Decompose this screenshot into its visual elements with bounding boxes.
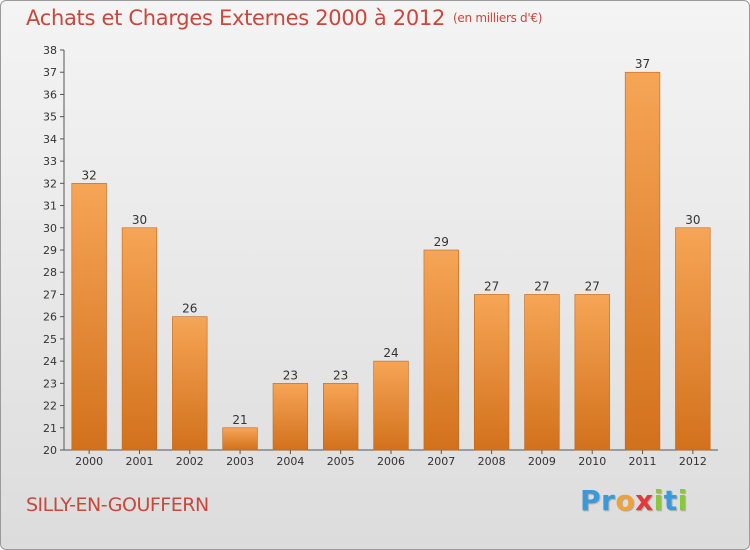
y-tick-label: 29 xyxy=(43,244,57,257)
x-tick-label: 2005 xyxy=(327,455,355,468)
x-tick-label: 2012 xyxy=(679,455,707,468)
data-label-2010: 27 xyxy=(585,279,600,293)
data-label-2004: 23 xyxy=(283,368,298,382)
data-label-2009: 27 xyxy=(534,279,549,293)
data-label-2001: 30 xyxy=(132,213,147,227)
y-tick-label: 37 xyxy=(43,66,57,79)
bar-2003 xyxy=(222,427,258,451)
logo-letter: i xyxy=(653,484,664,517)
bar-2005 xyxy=(323,383,359,451)
data-label-2000: 32 xyxy=(82,168,97,182)
y-tick-label: 28 xyxy=(43,266,57,279)
chart-data-labels: 32 30 26 21 23 23 24 29 27 27 27 37 30 xyxy=(82,57,701,427)
bar-2009 xyxy=(524,294,560,451)
chart-unit: (en milliers d'€) xyxy=(453,11,543,25)
data-label-2005: 23 xyxy=(333,368,348,382)
y-tick-label: 25 xyxy=(43,333,57,346)
logo-letter: t xyxy=(663,484,678,517)
y-tick-label: 30 xyxy=(43,222,57,235)
y-tick-label: 22 xyxy=(43,400,57,413)
chart-title: Achats et Charges Externes 2000 à 2012 (e… xyxy=(26,6,542,30)
logo-letter: P xyxy=(580,484,602,517)
bar-2000 xyxy=(71,183,107,451)
bar-2010 xyxy=(574,294,610,451)
data-label-2011: 37 xyxy=(635,57,650,71)
y-tick-label: 27 xyxy=(43,288,57,301)
logo-letter: o xyxy=(615,484,636,517)
y-tick-label: 38 xyxy=(43,44,57,57)
x-tick-label: 2004 xyxy=(276,455,304,468)
y-tick-label: 20 xyxy=(43,444,57,457)
x-tick-label: 2000 xyxy=(75,455,103,468)
y-tick-label: 21 xyxy=(43,422,57,435)
y-tick-label: 35 xyxy=(43,111,57,124)
bar-2007 xyxy=(423,249,459,451)
y-tick-label: 34 xyxy=(43,133,57,146)
data-label-2007: 29 xyxy=(434,235,449,249)
y-tick-label: 31 xyxy=(43,200,57,213)
x-tick-label: 2009 xyxy=(528,455,556,468)
chart-bars xyxy=(71,71,711,451)
data-label-2008: 27 xyxy=(484,279,499,293)
bar-2004 xyxy=(272,383,309,451)
y-tick-label: 23 xyxy=(43,377,57,390)
x-tick-label: 2007 xyxy=(427,455,455,468)
location-name: SILLY-EN-GOUFFERN xyxy=(26,494,209,516)
y-tick-label: 36 xyxy=(43,88,57,101)
chart-title-text: Achats et Charges Externes 2000 à 2012 xyxy=(26,6,446,30)
x-tick-label: 2001 xyxy=(125,455,153,468)
bar-2012 xyxy=(675,227,711,451)
bar-2006 xyxy=(373,360,409,451)
data-label-2002: 26 xyxy=(182,302,197,316)
x-tick-label: 2010 xyxy=(578,455,606,468)
logo-letter: x xyxy=(635,484,654,517)
bar-2011 xyxy=(624,71,661,451)
x-tick-label: 2008 xyxy=(478,455,506,468)
y-tick-label: 33 xyxy=(43,155,57,168)
bar-2002 xyxy=(172,316,208,451)
x-tick-label: 2011 xyxy=(629,455,657,468)
x-tick-label: 2006 xyxy=(377,455,405,468)
y-tick-label: 26 xyxy=(43,311,57,324)
x-tick-label: 2003 xyxy=(226,455,254,468)
bar-2001 xyxy=(121,227,158,451)
data-label-2012: 30 xyxy=(685,213,700,227)
logo-letter: i xyxy=(677,484,688,517)
data-label-2003: 21 xyxy=(232,413,247,427)
data-label-2006: 24 xyxy=(383,346,398,360)
proxiti-logo: Proxiti xyxy=(580,484,688,517)
y-tick-label: 32 xyxy=(43,177,57,190)
y-tick-label: 24 xyxy=(43,355,57,368)
x-tick-label: 2002 xyxy=(176,455,204,468)
logo-letter: r xyxy=(601,484,616,517)
bar-2008 xyxy=(473,294,510,451)
